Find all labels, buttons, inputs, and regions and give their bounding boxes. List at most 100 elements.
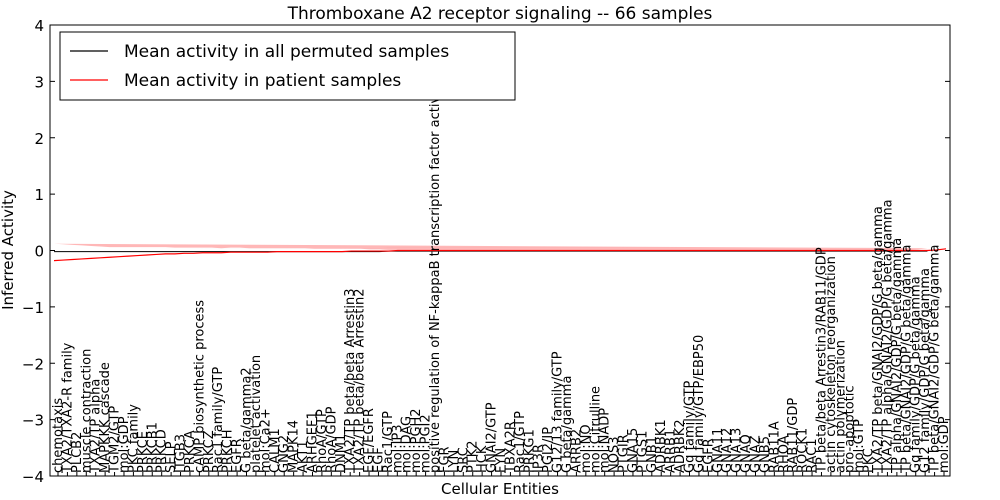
x-tick-label: Rac1 family/GTP xyxy=(211,367,226,473)
y-axis: −4 −3 −2 −1 0 1 2 3 4 xyxy=(22,17,950,486)
x-tick-label: PTK2 xyxy=(466,440,481,473)
x-tick-label: mol:DAG xyxy=(400,416,415,473)
x-tick-label: PLCB2 xyxy=(70,432,85,473)
x-tick-label: TXA2/TP alpha/GNAI2/GDP/G beta/gamma xyxy=(880,199,895,474)
x-tick-label: mol:Ca2+ xyxy=(258,408,273,473)
x-tick-label: TXA2/TP alpha xyxy=(89,379,104,474)
x-tick-label: GNAZ xyxy=(748,435,763,473)
x-tick-label: GNAQ xyxy=(739,434,754,473)
x-tick-label: ADRBK2 xyxy=(673,419,688,473)
x-tick-label: RAC1 xyxy=(805,438,820,473)
x-tick-label: MAPKKK cascade xyxy=(98,362,113,473)
x-tick-label: DNM1 xyxy=(334,434,349,473)
x-tick-label: HCK xyxy=(475,445,490,473)
x-tick-label: SRC xyxy=(456,447,471,473)
y-tick-label: 3 xyxy=(34,73,44,91)
x-tick-label: FGR xyxy=(437,446,452,473)
x-tick-label: TGM2/GTP xyxy=(108,406,123,474)
x-tick-label: GNG2 xyxy=(277,435,292,473)
x-tick-label: actin polymerization xyxy=(833,340,848,473)
y-tick-label: 4 xyxy=(34,17,44,35)
x-tick-label: mol:Citrulline xyxy=(588,386,603,473)
x-tick-label: G12/13 family/GTP xyxy=(551,351,566,473)
x-tick-label: TXA2/TP beta/beta Arrestin3 xyxy=(343,288,358,474)
x-tick-label: pro-apoptotic xyxy=(843,385,858,473)
x-tick-label: TP beta/beta Arrestin3/RAB11/GDP xyxy=(814,247,829,474)
x-tick-label: GNAI2/GTP xyxy=(485,402,500,473)
x-tick-label: PKC xyxy=(862,448,877,473)
y-tick-label: 2 xyxy=(34,130,44,148)
x-tick-label: SELP xyxy=(164,441,179,473)
x-tick-label: RhoA/GTP xyxy=(315,409,330,473)
x-tick-label: CALM1 xyxy=(268,428,283,473)
x-tick-label: RAB11/GDP xyxy=(786,398,801,473)
x-tick-label: ARHGEF1 xyxy=(305,411,320,473)
x-tick-label: Gq family/GTP/EBP50 xyxy=(692,335,707,473)
x-tick-label: PRKG1 xyxy=(522,429,537,473)
x-tick-label: RAB11A xyxy=(767,421,782,473)
legend-label-permuted: Mean activity in all permuted samples xyxy=(124,42,449,62)
x-tick-label: PKC family xyxy=(126,404,141,473)
x-tick-label: EGFR xyxy=(701,438,716,473)
x-tick-label: G beta/gamma xyxy=(560,376,575,473)
x-tick-label: PRKCA xyxy=(183,430,198,473)
x-tick-label: positive regulation of NF-kappaB transcr… xyxy=(428,79,443,473)
x-tick-label: muscle contraction xyxy=(79,349,94,473)
plot-area xyxy=(53,243,947,262)
x-tick-label: mol:NO xyxy=(579,424,594,473)
x-tick-label: actin cytoskeleton reorganization xyxy=(824,256,839,473)
x-tick-label: PRKCD xyxy=(155,429,170,473)
x-tick-label: ITGB3 xyxy=(174,434,189,473)
x-tick-label: TP alpha/GNAI2/GDP/G beta/gamma xyxy=(890,238,905,474)
x-tick-label: platelet activation xyxy=(249,355,264,473)
x-tick-label: TP beta/GNAI2/GDP/G beta/gamma xyxy=(928,245,943,475)
legend: Mean activity in all permuted samples Me… xyxy=(59,31,516,101)
y-tick-label: −2 xyxy=(22,355,44,373)
legend-box xyxy=(59,31,516,101)
x-tick-label: ADRBK1 xyxy=(654,419,669,473)
x-tick-label: AKT1 xyxy=(296,440,311,473)
x-tick-label: LYN xyxy=(447,450,462,473)
x-tick-label: GNA15 xyxy=(626,428,641,473)
x-tick-label: mol:NADP xyxy=(598,408,613,473)
x-tick-label: Rac1/GTP xyxy=(513,411,528,473)
x-tick-label: mol:PGH2 xyxy=(409,408,424,473)
x-tick-label: mol:GTP xyxy=(852,419,867,473)
x-tick-label: TXA2/TXA2-R family xyxy=(60,342,75,474)
x-tick-label: GNA12 xyxy=(720,428,735,473)
x-tick-label: EGF/EGFR xyxy=(362,408,377,473)
x-tick-label: Gq family/GTP xyxy=(683,380,698,473)
y-tick-label: −3 xyxy=(22,412,44,430)
x-tick-label: PTGS1 xyxy=(635,431,650,473)
x-tick-label: IP3R xyxy=(532,444,547,473)
x-tick-label: mol:IP3 xyxy=(390,424,405,473)
x-tick-label: G beta/gamma2 xyxy=(240,367,255,473)
y-tick-label: −4 xyxy=(22,468,44,486)
x-tick-label: PRKCH xyxy=(221,429,236,473)
y-tick-label: 1 xyxy=(34,186,44,204)
x-tick-label: PRKCZ xyxy=(202,430,217,473)
chart-title: Thromboxane A2 receptor signaling -- 66 … xyxy=(287,4,713,24)
x-tick-label: PRKCE xyxy=(136,431,151,473)
x-tick-label: PGI2/IP xyxy=(541,427,556,473)
x-tick-label: TBXA2R xyxy=(503,421,518,474)
x-tick-label: FYN xyxy=(494,448,509,473)
x-tick-label: GNA13 xyxy=(730,428,745,473)
x-tick-label: PRKCB1 xyxy=(145,422,160,473)
series-line-patient xyxy=(53,248,947,262)
x-tick-label: Gq family/GDP/G beta/gamma xyxy=(909,276,924,473)
x-tick-label: TP beta/GNAI2/GDP/G beta/gamma xyxy=(899,245,914,475)
y-axis-label: Inferred Activity xyxy=(0,190,17,310)
patient-confidence-band xyxy=(54,243,928,250)
y-tick-label: 0 xyxy=(34,243,44,261)
x-tick-label: GNB5 xyxy=(758,436,773,473)
y-tick-label: −1 xyxy=(22,299,44,317)
x-tick-label: TXA2/TP beta/GNAI2/GDP/G beta/gamma xyxy=(871,206,886,474)
x-tick-label: ARRB2 xyxy=(569,429,584,473)
x-tick-label: chemotaxis xyxy=(51,398,66,473)
x-tick-label: RhoA/GDP xyxy=(324,406,339,473)
x-tick-label: G12 family/GDP/G beta/gamma xyxy=(918,268,933,473)
x-tick-label: PTGIR xyxy=(617,434,632,473)
